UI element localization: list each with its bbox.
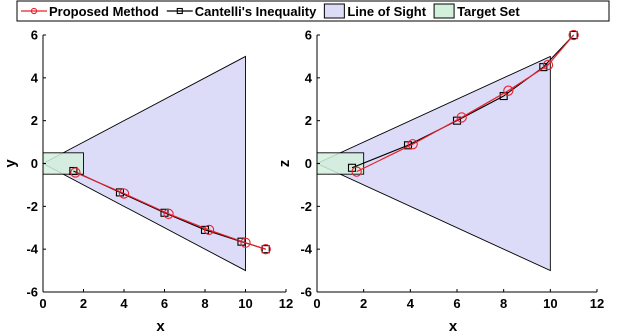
y-tick-label: 4: [31, 70, 39, 85]
y-tick-label: -4: [26, 242, 38, 257]
series-line: [356, 34, 575, 173]
data-point-circle: [163, 208, 174, 219]
data-point-square: [261, 245, 270, 254]
legend-square-marker: [176, 7, 183, 15]
line-of-sight-region: [315, 55, 551, 272]
data-point-circle: [407, 139, 418, 150]
legend-label: Proposed Method: [49, 4, 159, 19]
legend-box: [16, 0, 610, 22]
data-point-circle: [456, 112, 467, 123]
legend: Proposed Method Cantelli's Inequality Line…: [16, 0, 610, 22]
series-proposed-method: [351, 29, 579, 177]
data-point-square: [569, 30, 578, 40]
y-tick-label: -2: [300, 199, 312, 214]
legend-label: Cantelli's Inequality: [195, 4, 317, 19]
data-point-square: [69, 166, 78, 176]
x-axis-label: x: [449, 318, 458, 335]
legend-label: Target Set: [457, 4, 520, 19]
y-tick-label: 4: [305, 70, 313, 85]
x-tick-label: 10: [238, 296, 252, 311]
plot-right: 0 2 4 6 8 10 12 -6 -4 -2 0 2 4 6 x z: [276, 28, 604, 335]
x-tick-label: 8: [201, 296, 208, 311]
y-tick-label: -2: [26, 199, 38, 214]
data-point-circle: [351, 166, 362, 177]
y-tick-label: 6: [305, 28, 312, 43]
series-proposed-method: [70, 167, 271, 255]
x-tick-label: 2: [360, 296, 367, 311]
y-axis-label: y: [2, 159, 19, 168]
x-tick-label: 0: [313, 296, 320, 311]
y-tick-label: 2: [31, 113, 38, 128]
x-tick-label: 4: [407, 296, 415, 311]
y-tick-label: -4: [300, 242, 312, 257]
legend-circle-marker: [30, 7, 38, 15]
data-point-circle: [240, 237, 251, 248]
y-tick-label: 0: [31, 156, 38, 171]
y-axis-label: z: [276, 160, 293, 168]
data-point-circle: [118, 188, 130, 199]
data-point-circle: [70, 167, 81, 178]
y-tick-label: -6: [26, 285, 38, 300]
x-tick-label: 6: [453, 296, 460, 311]
x-tick-label: 10: [543, 296, 557, 311]
legend-entry: Target Set: [433, 3, 520, 19]
series-cantelli-inequality: [347, 30, 578, 172]
data-point-circle: [260, 244, 271, 255]
series-line: [351, 34, 575, 169]
data-point-circle: [203, 224, 215, 236]
y-tick-label: 0: [305, 156, 312, 171]
legend-patch-swatch: [323, 3, 345, 19]
data-point-circle: [542, 59, 554, 71]
legend-entry: Cantelli's Inequality: [166, 4, 317, 19]
x-tick-label: 12: [590, 296, 604, 311]
line-of-sight-region: [42, 55, 246, 272]
x-tick-label: 4: [120, 296, 128, 311]
legend-patch-swatch: [433, 3, 455, 19]
data-point-circle: [568, 29, 579, 41]
data-point-circle: [503, 85, 514, 96]
y-tick-label: 6: [31, 28, 38, 43]
target-set-region: [42, 152, 84, 175]
x-tick-label: 2: [80, 296, 87, 311]
x-tick-label: 0: [39, 296, 46, 311]
legend-entry: Line of Sight: [323, 3, 427, 19]
series-line: [75, 171, 266, 250]
y-tick-label: -6: [300, 285, 312, 300]
legend-entry: Proposed Method: [21, 4, 159, 19]
plot-left: 0 2 4 6 8 10 12 -6 -4 -2 0 2 4 6 x y: [2, 28, 293, 335]
x-tick-label: 8: [500, 296, 507, 311]
x-tick-label: 12: [279, 296, 293, 311]
x-tick-label: 6: [161, 296, 168, 311]
legend-label: Line of Sight: [347, 4, 426, 19]
y-tick-label: 2: [305, 113, 312, 128]
x-axis-label: x: [156, 318, 165, 335]
